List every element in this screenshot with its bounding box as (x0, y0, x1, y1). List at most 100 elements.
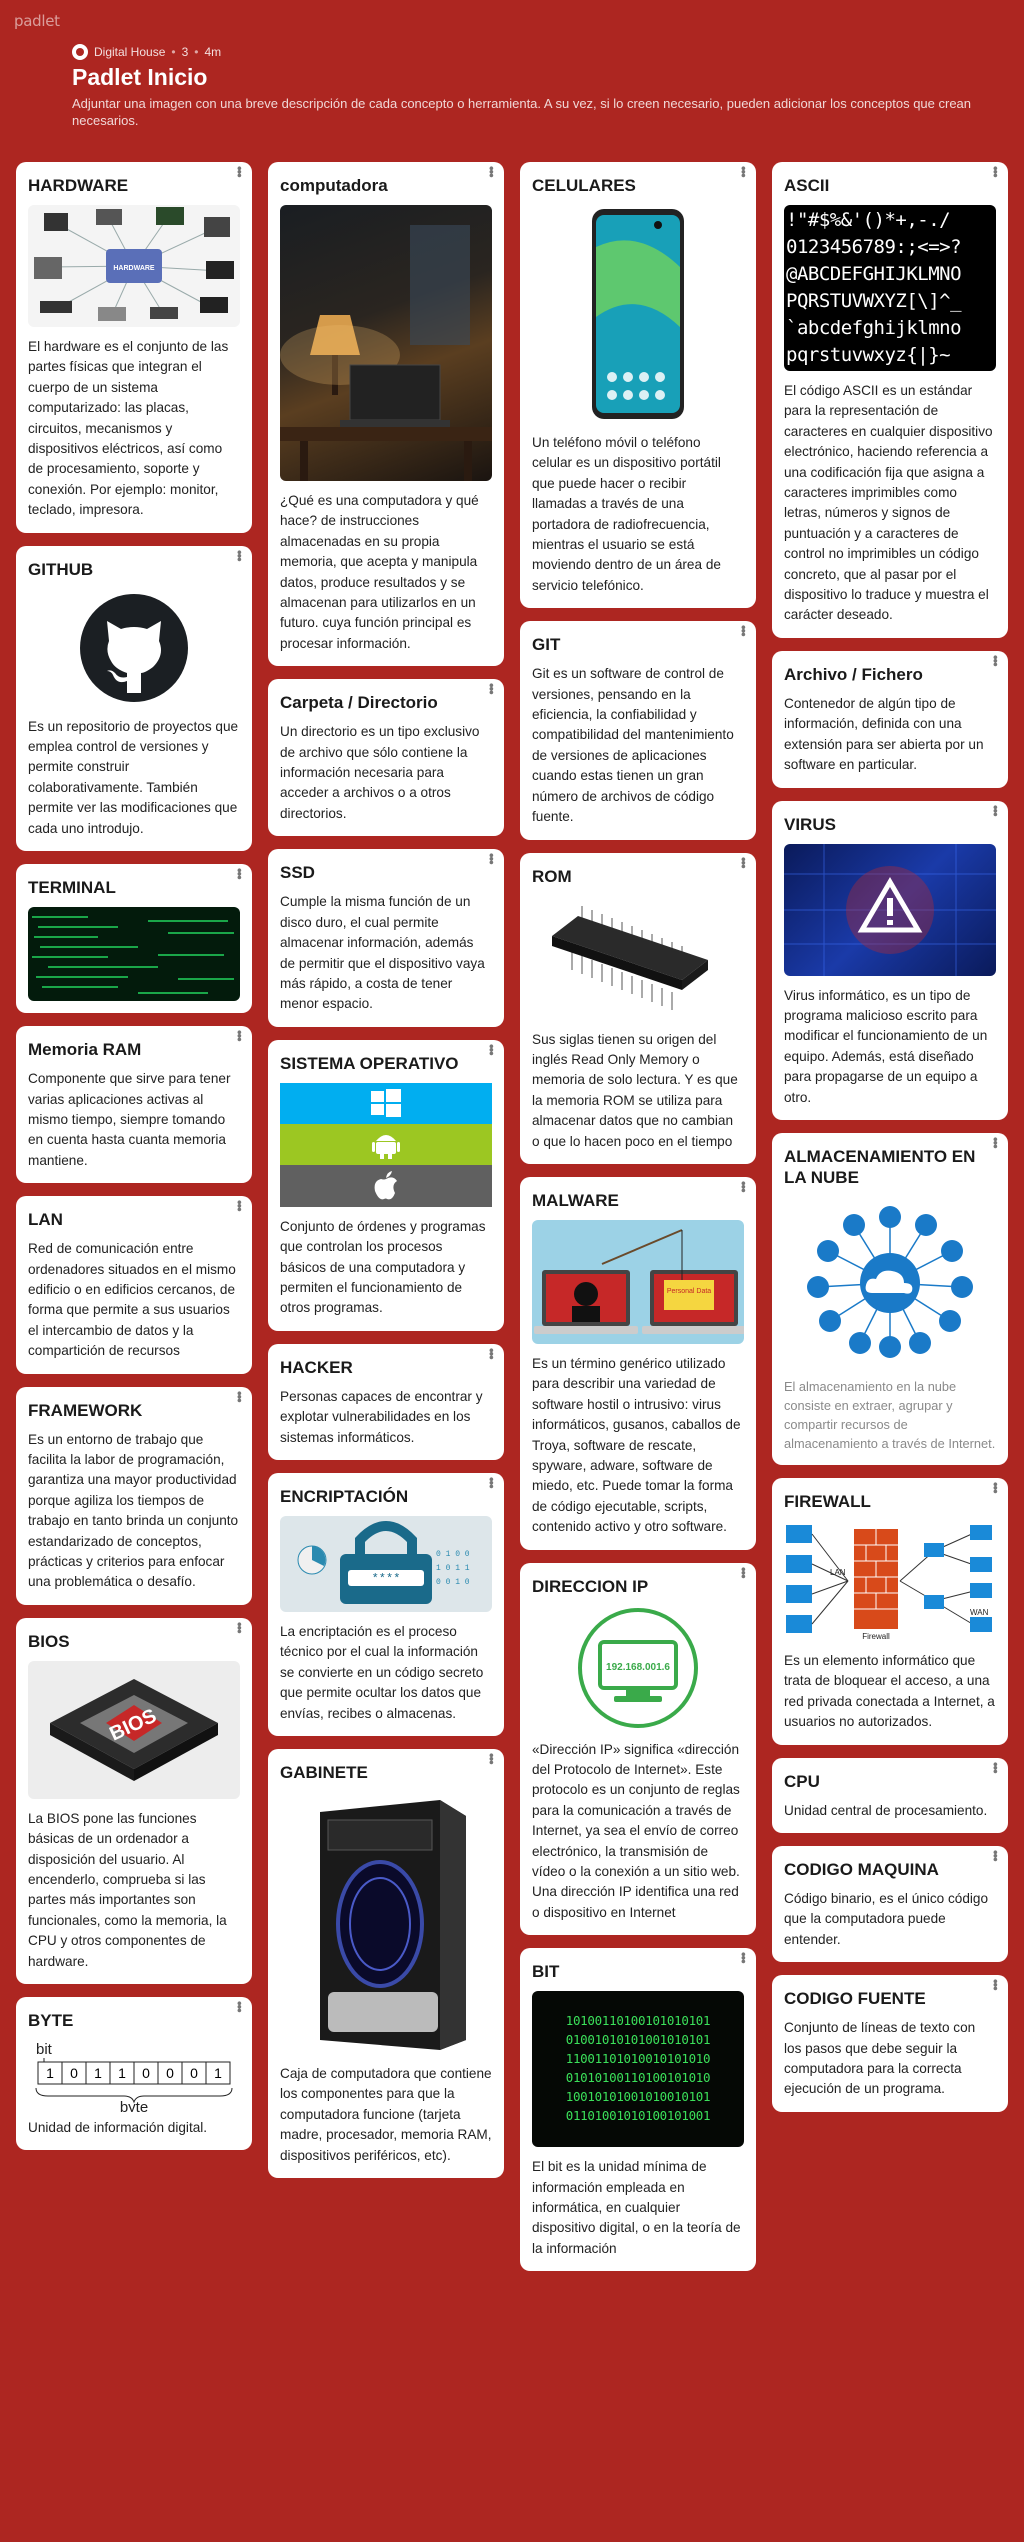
virus-image[interactable] (784, 843, 996, 976)
more-options-icon[interactable]: ••• (232, 2001, 247, 2012)
card-title: HARDWARE (28, 176, 129, 195)
bit-label: bit (36, 2041, 53, 2058)
card-carpeta[interactable]: ••• Carpeta / Directorio Un directorio e… (268, 679, 504, 837)
card-body: Personas capaces de encontrar y explotar… (280, 1388, 483, 1445)
more-options-icon[interactable]: ••• (988, 1849, 1003, 1861)
more-options-icon[interactable]: ••• (484, 1476, 499, 1488)
ascii-row: @ABCDEFGHIJKLMNO (786, 263, 962, 285)
ascii-row: pqrstuvwxyz{|}~ (786, 344, 951, 366)
card-direccion-ip[interactable]: ••• DIRECCION IP 192.168.001.6 «Direcció… (520, 1562, 756, 1936)
cloud-storage-icon[interactable] (784, 1197, 996, 1367)
card-bit[interactable]: ••• BIT 10100110100101010101 010010101010… (520, 1948, 756, 2272)
computadora-image[interactable] (280, 205, 492, 481)
card-ssd[interactable]: ••• SSD Cumple la misma función de un di… (268, 849, 504, 1027)
author-name[interactable]: Digital House (94, 45, 166, 59)
card-title: CODIGO MAQUINA (784, 1859, 939, 1879)
more-options-icon[interactable]: ••• (484, 1753, 499, 1764)
more-options-icon[interactable]: ••• (988, 1136, 1003, 1148)
card-computadora[interactable]: ••• computadora ¿Qué es una computadora … (268, 162, 504, 667)
more-options-icon[interactable]: ••• (232, 549, 247, 561)
ip-image-label: 192.168.001.6 (606, 1662, 670, 1673)
card-git[interactable]: ••• GIT Git es un software de control de… (520, 621, 756, 840)
card-body: La encriptación es el proceso técnico po… (280, 1623, 484, 1721)
card-title: BYTE (28, 2011, 74, 2031)
more-options-icon[interactable]: ••• (736, 1952, 751, 1963)
card-gabinete[interactable]: ••• GABINETE Caja de computadora que con… (268, 1749, 504, 2179)
more-options-icon[interactable]: ••• (484, 1347, 499, 1359)
card-rom[interactable]: ••• ROM Sus siglas tienen su origen del … (520, 852, 756, 1164)
more-options-icon[interactable]: ••• (988, 166, 1003, 177)
card-title: Carpeta / Directorio (280, 693, 438, 713)
more-options-icon[interactable]: ••• (484, 683, 499, 694)
card-sistema-operativo[interactable]: ••• SISTEMA OPERATIVO Conjunto de órdene… (268, 1039, 504, 1331)
more-options-icon[interactable]: ••• (988, 1979, 1003, 1990)
gabinete-image[interactable] (280, 1792, 492, 2054)
ip-monitor-icon[interactable]: 192.168.001.6 (532, 1606, 744, 1730)
bit-image[interactable]: 10100110100101010101 01001010101001010101… (532, 1991, 744, 2148)
more-options-icon[interactable]: ••• (232, 1621, 247, 1633)
ascii-row: `abcdefghijklmno (786, 317, 962, 339)
more-options-icon[interactable]: ••• (484, 853, 499, 864)
card-hacker[interactable]: ••• HACKER Personas capaces de encontrar… (268, 1343, 504, 1460)
more-options-icon[interactable]: ••• (232, 1390, 247, 1402)
card-codigo-fuente[interactable]: ••• CODIGO FUENTE Conjunto de líneas de … (772, 1975, 1008, 2112)
more-options-icon[interactable]: ••• (988, 804, 1003, 816)
more-options-icon[interactable]: ••• (988, 1761, 1003, 1773)
author-avatar[interactable] (72, 44, 88, 60)
card-cpu[interactable]: ••• CPU Unidad central de procesamiento. (772, 1757, 1008, 1833)
encriptacion-image[interactable]: **** 0 1 0 0 1 0 1 1 0 0 1 0 (280, 1515, 492, 1612)
rom-chip-image[interactable] (532, 895, 744, 1020)
hardware-image[interactable]: HARDWARE (28, 205, 240, 327)
lan-label: LAN (830, 1568, 846, 1577)
github-logo-icon[interactable] (28, 589, 240, 707)
card-lan[interactable]: ••• LAN Red de comunicación entre ordena… (16, 1196, 252, 1374)
terminal-image[interactable] (28, 907, 240, 1002)
card-github[interactable]: ••• GITHUB Es un repositorio de proyecto… (16, 545, 252, 852)
card-body: El hardware es el conjunto de las partes… (28, 339, 229, 518)
more-options-icon[interactable]: ••• (232, 1030, 247, 1041)
sistema-operativo-image[interactable] (280, 1082, 492, 1207)
card-almacenamiento-nube[interactable]: ••• ALMACENAMIENTO EN LA NUBE El almacen… (772, 1132, 1008, 1465)
card-codigo-maquina[interactable]: ••• CODIGO MAQUINA Código binario, es el… (772, 1845, 1008, 1963)
more-options-icon[interactable]: ••• (484, 1043, 499, 1055)
malware-image[interactable]: Personal Data (532, 1219, 744, 1344)
bios-image[interactable]: BIOS (28, 1660, 240, 1799)
more-options-icon[interactable]: ••• (484, 166, 499, 177)
card-ascii[interactable]: ••• ASCII !"#$%&'()*+,-./ 0123456789:;<=>… (772, 162, 1008, 638)
card-firewall[interactable]: ••• FIREWALL LAN Firewall WAN Es un elem… (772, 1477, 1008, 1745)
card-hardware[interactable]: ••• HARDWARE HARDWARE El hardware es el … (16, 162, 252, 533)
card-virus[interactable]: ••• VIRUS Virus informático, es un tipo … (772, 800, 1008, 1120)
card-celulares[interactable]: ••• CELULARES Un teléfono móvil o teléfo… (520, 162, 756, 609)
more-options-icon[interactable]: ••• (988, 654, 1003, 666)
card-title: FIREWALL (784, 1491, 871, 1511)
svg-text:0 0 1 0: 0 0 1 0 (436, 1578, 470, 1587)
card-framework[interactable]: ••• FRAMEWORK Es un entorno de trabajo q… (16, 1386, 252, 1605)
bit-value: 1 (214, 2065, 222, 2081)
more-options-icon[interactable]: ••• (988, 1481, 1003, 1493)
card-body: Es un entorno de trabajo que facilita la… (28, 1431, 239, 1590)
column-1: ••• HARDWARE HARDWARE El hardware es el … (16, 162, 252, 2163)
card-bios[interactable]: ••• BIOS BIOS La BIOS pone las funciones… (16, 1617, 252, 1985)
more-options-icon[interactable]: ••• (736, 625, 751, 636)
card-terminal[interactable]: ••• TERMINAL (16, 864, 252, 1014)
bit-cell (205, 2061, 231, 2085)
padlet-logo[interactable]: padlet (14, 12, 60, 30)
celular-image[interactable] (532, 205, 744, 423)
more-options-icon[interactable]: ••• (736, 1180, 751, 1192)
card-archivo[interactable]: ••• Archivo / Fichero Contenedor de algú… (772, 650, 1008, 788)
card-body: Contenedor de algún tipo de información,… (784, 695, 984, 773)
card-title: ALMACENAMIENTO EN LA NUBE (784, 1146, 976, 1187)
more-options-icon[interactable]: ••• (232, 868, 247, 879)
more-options-icon[interactable]: ••• (736, 856, 751, 868)
more-options-icon[interactable]: ••• (232, 166, 247, 177)
more-options-icon[interactable]: ••• (736, 166, 751, 177)
ascii-table-image[interactable]: !"#$%&'()*+,-./ 0123456789:;<=>? @ABCDEFGH… (784, 205, 996, 371)
card-body: Un teléfono móvil o teléfono celular es … (532, 435, 721, 593)
card-memoria-ram[interactable]: ••• Memoria RAM Componente que sirve par… (16, 1026, 252, 1184)
card-malware[interactable]: ••• MALWARE Personal Data Es un término … (520, 1176, 756, 1550)
more-options-icon[interactable]: ••• (736, 1566, 751, 1578)
more-options-icon[interactable]: ••• (232, 1200, 247, 1211)
firewall-image[interactable]: LAN Firewall WAN (784, 1521, 996, 1641)
card-encriptacion[interactable]: ••• ENCRIPTACIÓN **** 0 1 0 0 1 0 1 1 0 0 … (268, 1472, 504, 1736)
